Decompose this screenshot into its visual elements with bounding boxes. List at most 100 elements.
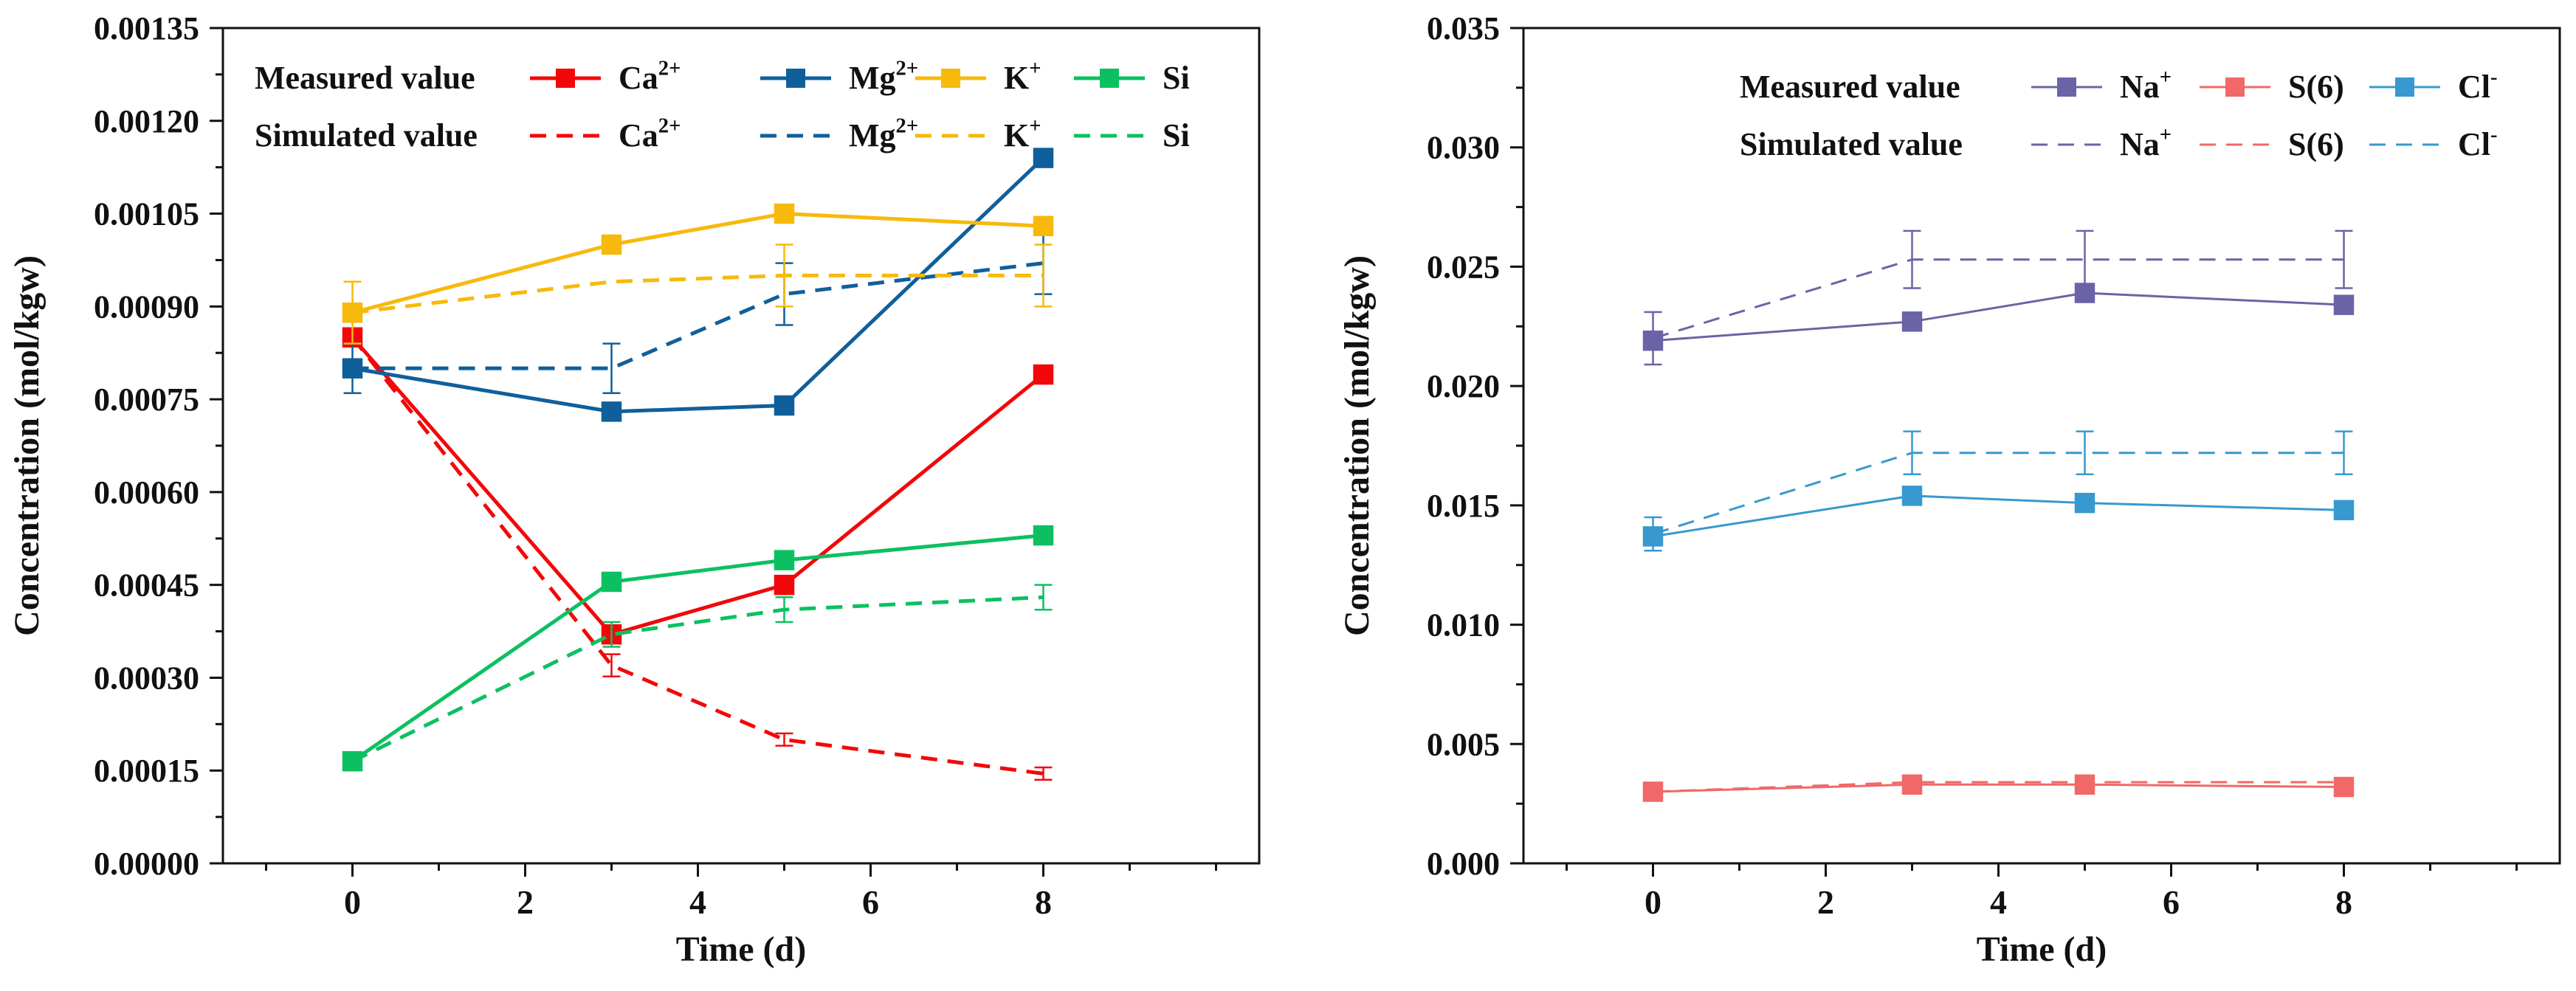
legend-series-label: Mg2+ <box>849 58 918 96</box>
y-tick-label: 0.00060 <box>94 474 199 511</box>
data-point-K+ <box>342 302 363 323</box>
simulated-line-Si <box>351 595 1044 763</box>
x-tick-label: 2 <box>1817 883 1834 921</box>
data-point-Ca2+ <box>774 574 795 595</box>
legend-marker <box>2395 77 2414 97</box>
measured-line-K+ <box>351 212 1044 315</box>
data-point-Mg2+ <box>774 395 795 416</box>
series-Si <box>342 525 1054 772</box>
measured-line-S(6) <box>1653 783 2344 793</box>
y-tick-label: 0.00000 <box>94 846 199 882</box>
data-point-Si <box>601 571 622 593</box>
legend-measured-label: Measured value <box>255 60 475 96</box>
y-tick-label: 0.030 <box>1427 130 1500 166</box>
simulated-line-S(6) <box>1653 781 2344 793</box>
y-tick-label: 0.00075 <box>94 381 199 418</box>
legend-marker <box>556 69 575 88</box>
legend-series-label: S(6) <box>2288 69 2344 105</box>
series-Na+ <box>1642 229 2355 366</box>
y-tick-label: 0.00030 <box>94 660 199 696</box>
data-point-S(6) <box>2333 776 2355 798</box>
simulated-line-Mg2+ <box>352 261 1044 370</box>
data-point-Na+ <box>2333 294 2355 315</box>
data-point-Si <box>342 750 363 772</box>
legend-series-label: Na+ <box>2120 66 2172 105</box>
x-tick-label: 6 <box>2163 883 2180 921</box>
series-K+ <box>342 203 1054 345</box>
measured-line-Mg2+ <box>352 156 1045 414</box>
data-point-K+ <box>774 203 795 224</box>
x-tick-label: 2 <box>517 883 534 921</box>
simulated-line-Cl- <box>1653 452 2344 536</box>
y-tick-label: 0.00090 <box>94 289 199 325</box>
y-tick-label: 0.025 <box>1427 249 1500 285</box>
legend-simulated-label: Simulated value <box>255 117 478 153</box>
y-tick-label: 0.00120 <box>94 103 199 139</box>
legend-simulated-label: Simulated value <box>1740 126 1963 162</box>
legend-series-label: Ca2+ <box>619 58 681 96</box>
simulated-line-K+ <box>352 273 1044 315</box>
simulated-line-Ca2+ <box>351 336 1044 776</box>
x-tick-label: 6 <box>862 883 879 921</box>
y-tick-label: 0.00015 <box>94 753 199 789</box>
data-point-Si <box>774 550 795 570</box>
measured-line-Ca2+ <box>351 336 1045 637</box>
legend-series-label: K+ <box>1004 58 1041 96</box>
legend: Measured value Simulated value Na+ Na+ S(6) S… <box>1740 66 2498 162</box>
x-tick-label: 8 <box>2335 883 2352 921</box>
legend-series-label: Cl- <box>2458 124 2498 162</box>
data-point-Na+ <box>2074 283 2095 303</box>
series-Cl- <box>1642 430 2355 552</box>
legend-series-label: Ca2+ <box>619 115 681 153</box>
data-point-Si <box>1033 525 1054 546</box>
data-point-K+ <box>1033 215 1054 237</box>
x-tick-label: 4 <box>1990 883 2007 921</box>
legend-marker <box>786 69 805 88</box>
y-tick-label: 0.00045 <box>94 567 199 604</box>
data-point-S(6) <box>1901 774 1923 795</box>
y-tick-label: 0.00105 <box>94 196 199 232</box>
y-tick-label: 0.015 <box>1427 488 1500 524</box>
legend-measured-label: Measured value <box>1740 69 1960 105</box>
plot-frame <box>1522 27 2561 865</box>
legend-marker <box>2225 77 2245 97</box>
legend-series-label: S(6) <box>2288 126 2344 162</box>
legend-series-label: Mg2+ <box>849 115 918 153</box>
data-point-Cl- <box>2333 500 2355 521</box>
data-point-S(6) <box>1642 781 1664 802</box>
y-tick-label: 0.010 <box>1427 607 1500 643</box>
y-tick-label: 0.000 <box>1427 846 1500 882</box>
x-tick-label: 0 <box>344 883 361 921</box>
y-tick-label: 0.020 <box>1427 368 1500 404</box>
data-point-Cl- <box>1901 486 1923 506</box>
legend-series-label: Cl- <box>2458 66 2498 105</box>
legend-series-label: K+ <box>1004 115 1041 153</box>
x-tick-label: 8 <box>1035 883 1052 921</box>
data-point-S(6) <box>2074 774 2095 795</box>
data-point-Mg2+ <box>342 358 363 379</box>
x-tick-label: 0 <box>1645 883 1661 921</box>
data-point-Na+ <box>1642 330 1664 351</box>
legend-marker <box>941 69 960 88</box>
legend-series-label: Si <box>1163 60 1190 96</box>
data-point-Mg2+ <box>601 401 622 422</box>
legend: Measured value Simulated value Ca2+ Ca2+ Mg2… <box>255 58 1190 153</box>
chart-panel-right: 0.000 0.005 0.010 0.015 0.020 0.025 0.030 0.035… <box>1337 10 2561 969</box>
data-point-Na+ <box>1901 311 1923 332</box>
y-tick-label: 0.00135 <box>94 10 199 46</box>
legend-series-label: Si <box>1163 117 1190 153</box>
measured-line-Si <box>351 534 1044 763</box>
measured-line-Na+ <box>1653 291 2344 342</box>
y-axis-title: Concentration (mol/kgw) <box>7 255 47 636</box>
y-tick-label: 0.005 <box>1427 726 1500 762</box>
legend-marker <box>2057 77 2076 97</box>
series-Mg2+ <box>342 148 1054 422</box>
data-point-Cl- <box>1642 526 1664 547</box>
x-axis-title: Time (d) <box>676 930 806 969</box>
measured-line-Cl- <box>1653 494 2344 538</box>
simulated-line-Na+ <box>1653 258 2344 339</box>
legend-series-label: Na+ <box>2120 124 2172 162</box>
y-tick-label: 0.035 <box>1427 10 1500 46</box>
